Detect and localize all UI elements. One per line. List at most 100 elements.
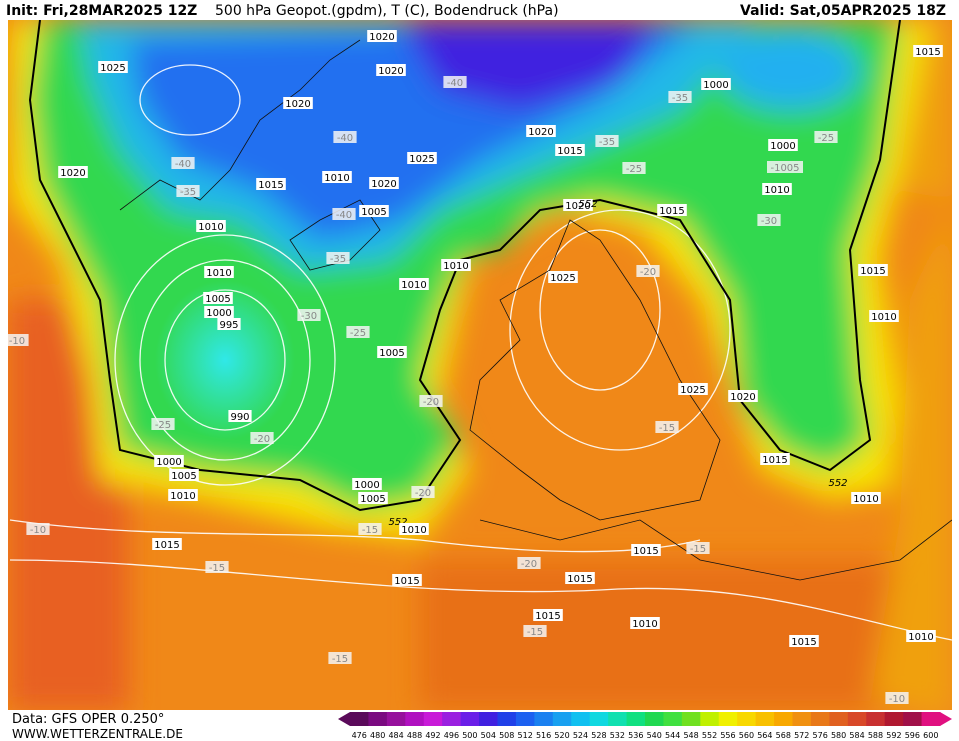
label-box xyxy=(359,205,389,217)
colorbar-swatch xyxy=(423,712,443,726)
isobar-label: 1010 xyxy=(443,261,468,272)
colorbar-swatch xyxy=(368,712,388,726)
colorbar-label: 584 xyxy=(849,731,864,740)
colorbar-arrow-right xyxy=(940,712,952,726)
colorbar-label: 496 xyxy=(444,731,459,740)
label-box xyxy=(411,486,435,498)
temperature-label: -30 xyxy=(301,311,317,322)
colorbar-swatch xyxy=(626,712,646,726)
colorbar-swatch xyxy=(663,712,683,726)
colorbar-swatch xyxy=(645,712,664,726)
temperature-label: -25 xyxy=(350,328,366,339)
colorbar-label: 476 xyxy=(352,731,367,740)
colorbar-swatch xyxy=(903,712,923,726)
isobar-label: 1015 xyxy=(535,611,560,622)
label-box xyxy=(443,76,467,88)
colorbar-label: 588 xyxy=(868,731,883,740)
label-box xyxy=(283,97,313,109)
label-box xyxy=(98,61,128,73)
label-box xyxy=(655,421,679,433)
label-box xyxy=(858,264,888,276)
colorbar-swatch xyxy=(774,712,793,726)
label-box xyxy=(526,125,556,137)
isobar-label: 1010 xyxy=(401,525,426,536)
colorbar-label: 500 xyxy=(462,731,477,740)
temperature-label: -40 xyxy=(447,78,463,89)
isobar-label: 1020 xyxy=(369,32,394,43)
colorbar-swatch xyxy=(700,712,720,726)
temperature-label: -35 xyxy=(672,93,688,104)
label-box xyxy=(668,91,692,103)
colorbar-label: 560 xyxy=(739,731,754,740)
label-box xyxy=(701,78,731,90)
label-box xyxy=(636,265,660,277)
isobar-label: 1000 xyxy=(354,480,379,491)
map-title: 500 hPa Geopot.(gpdm), T (C), Bodendruck… xyxy=(215,3,559,19)
colorbar-swatch xyxy=(884,712,904,726)
label-box xyxy=(906,630,936,642)
colorbar-swatch xyxy=(810,712,830,726)
label-box xyxy=(58,166,88,178)
label-box xyxy=(533,609,563,621)
colorbar-swatch xyxy=(534,712,554,726)
isobar-label: 1005 xyxy=(205,294,230,305)
isobar-label: 1015 xyxy=(557,146,582,157)
colorbar-label: 596 xyxy=(905,731,920,740)
colorbar-swatch xyxy=(921,712,941,726)
temperature-label: -20 xyxy=(423,397,439,408)
label-box xyxy=(441,259,471,271)
label-box xyxy=(250,432,274,444)
colorbar-label: 600 xyxy=(923,731,938,740)
label-box xyxy=(256,178,286,190)
isobar-label: 995 xyxy=(219,320,238,331)
label-box xyxy=(517,557,541,569)
label-box xyxy=(154,455,184,467)
label-box xyxy=(377,346,407,358)
label-box xyxy=(196,220,226,232)
label-box xyxy=(565,572,595,584)
isobar-label: 1000 xyxy=(770,141,795,152)
label-box xyxy=(168,489,198,501)
label-box xyxy=(814,131,838,143)
colorbar-swatch xyxy=(552,712,572,726)
geopotential-label: 552 xyxy=(828,478,847,489)
website: WWW.WETTERZENTRALE.DE xyxy=(12,727,183,741)
colorbar-label: 508 xyxy=(499,731,514,740)
colorbar-swatch xyxy=(589,712,609,726)
label-box xyxy=(548,271,578,283)
isobar-label: 1015 xyxy=(154,540,179,551)
isobar-label: 1015 xyxy=(659,206,684,217)
temperature-label: -40 xyxy=(337,133,353,144)
temperature-label: -35 xyxy=(180,187,196,198)
label-box xyxy=(407,152,437,164)
label-box xyxy=(328,652,352,664)
label-box xyxy=(322,171,352,183)
label-box xyxy=(399,278,429,290)
isobar-label: 1010 xyxy=(324,173,349,184)
colorbar-label: 520 xyxy=(554,731,569,740)
label-box xyxy=(622,162,646,174)
label-box xyxy=(869,310,899,322)
temperature-label: -25 xyxy=(818,133,834,144)
label-box xyxy=(376,64,406,76)
label-box xyxy=(789,635,819,647)
temperature-label: -15 xyxy=(527,627,543,638)
colorbar-swatch xyxy=(681,712,701,726)
colorbar-swatch xyxy=(829,712,849,726)
temperature-label: -15 xyxy=(362,525,378,536)
label-box xyxy=(686,542,710,554)
label-box xyxy=(205,561,229,573)
colorbar-swatch xyxy=(571,712,591,726)
label-box xyxy=(169,469,199,481)
isobar-label: 990 xyxy=(230,412,249,423)
temperature-label: -25 xyxy=(626,164,642,175)
colorbar-label: 488 xyxy=(407,731,422,740)
colorbar-label: 480 xyxy=(370,731,385,740)
isobar-label: 1010 xyxy=(401,280,426,291)
isobar-label: 1000 xyxy=(206,308,231,319)
colorbar-label: 592 xyxy=(886,731,901,740)
isobar-label: 1020 xyxy=(60,168,85,179)
label-box xyxy=(204,306,234,318)
label-box xyxy=(203,292,233,304)
colorbar-label: 564 xyxy=(757,731,772,740)
